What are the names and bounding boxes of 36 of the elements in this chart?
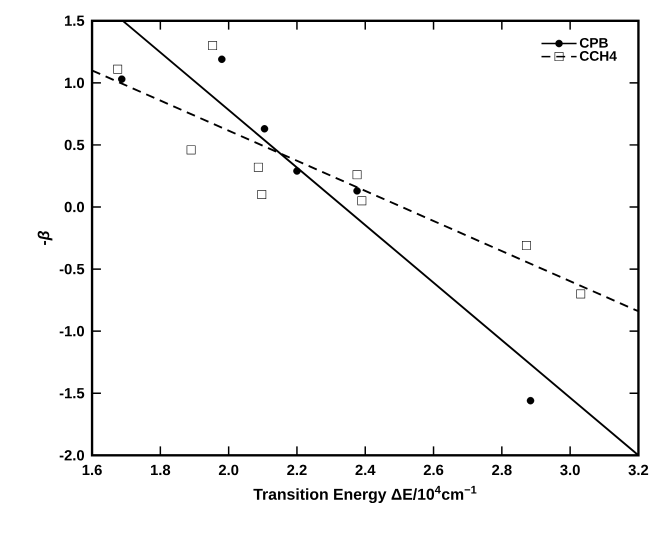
- x-tick-label: 2.0: [218, 464, 238, 476]
- x-tick-label: 1.8: [151, 464, 170, 476]
- point: [208, 41, 218, 50]
- point: [357, 196, 366, 206]
- point: [254, 163, 263, 172]
- x-tick-label: 3.0: [560, 464, 580, 476]
- y-tick-label: -1.0: [60, 326, 84, 337]
- legend-label: CPB: [580, 38, 608, 48]
- y-tick-label: 0.5: [64, 140, 84, 150]
- point: [352, 170, 362, 180]
- point: [526, 397, 534, 405]
- point: [293, 168, 301, 175]
- x-tick-label: 1.6: [82, 464, 102, 476]
- y-tick-label: 1.0: [64, 78, 84, 88]
- y-tick-label: 0.0: [64, 202, 84, 212]
- point: [353, 187, 361, 195]
- point: [186, 146, 196, 155]
- point: [118, 76, 126, 84]
- legend-label: CCH4: [580, 51, 617, 62]
- point: [260, 125, 268, 133]
- y-tick-label: 1.5: [64, 16, 84, 26]
- point: [257, 190, 266, 200]
- point: [576, 290, 586, 299]
- x-tick-label: 2.8: [492, 464, 512, 476]
- x-tick-label: 2.6: [424, 464, 444, 476]
- y-tick-label: -1.5: [60, 388, 84, 399]
- point: [522, 241, 531, 250]
- x-tick-label: 2.2: [287, 464, 307, 476]
- x-tick-label: 3.2: [628, 464, 648, 476]
- x-tick-label: 2.4: [355, 464, 376, 476]
- y-tick-label: -2.0: [60, 450, 84, 461]
- point: [113, 65, 122, 74]
- y-tick-label: -0.5: [60, 264, 84, 275]
- x-axis-title: Transition Energy ΔE/10$^{4}$cm$^{−1}$: [253, 486, 476, 504]
- point: [218, 56, 226, 64]
- y-axis-title: -β: [38, 231, 52, 246]
